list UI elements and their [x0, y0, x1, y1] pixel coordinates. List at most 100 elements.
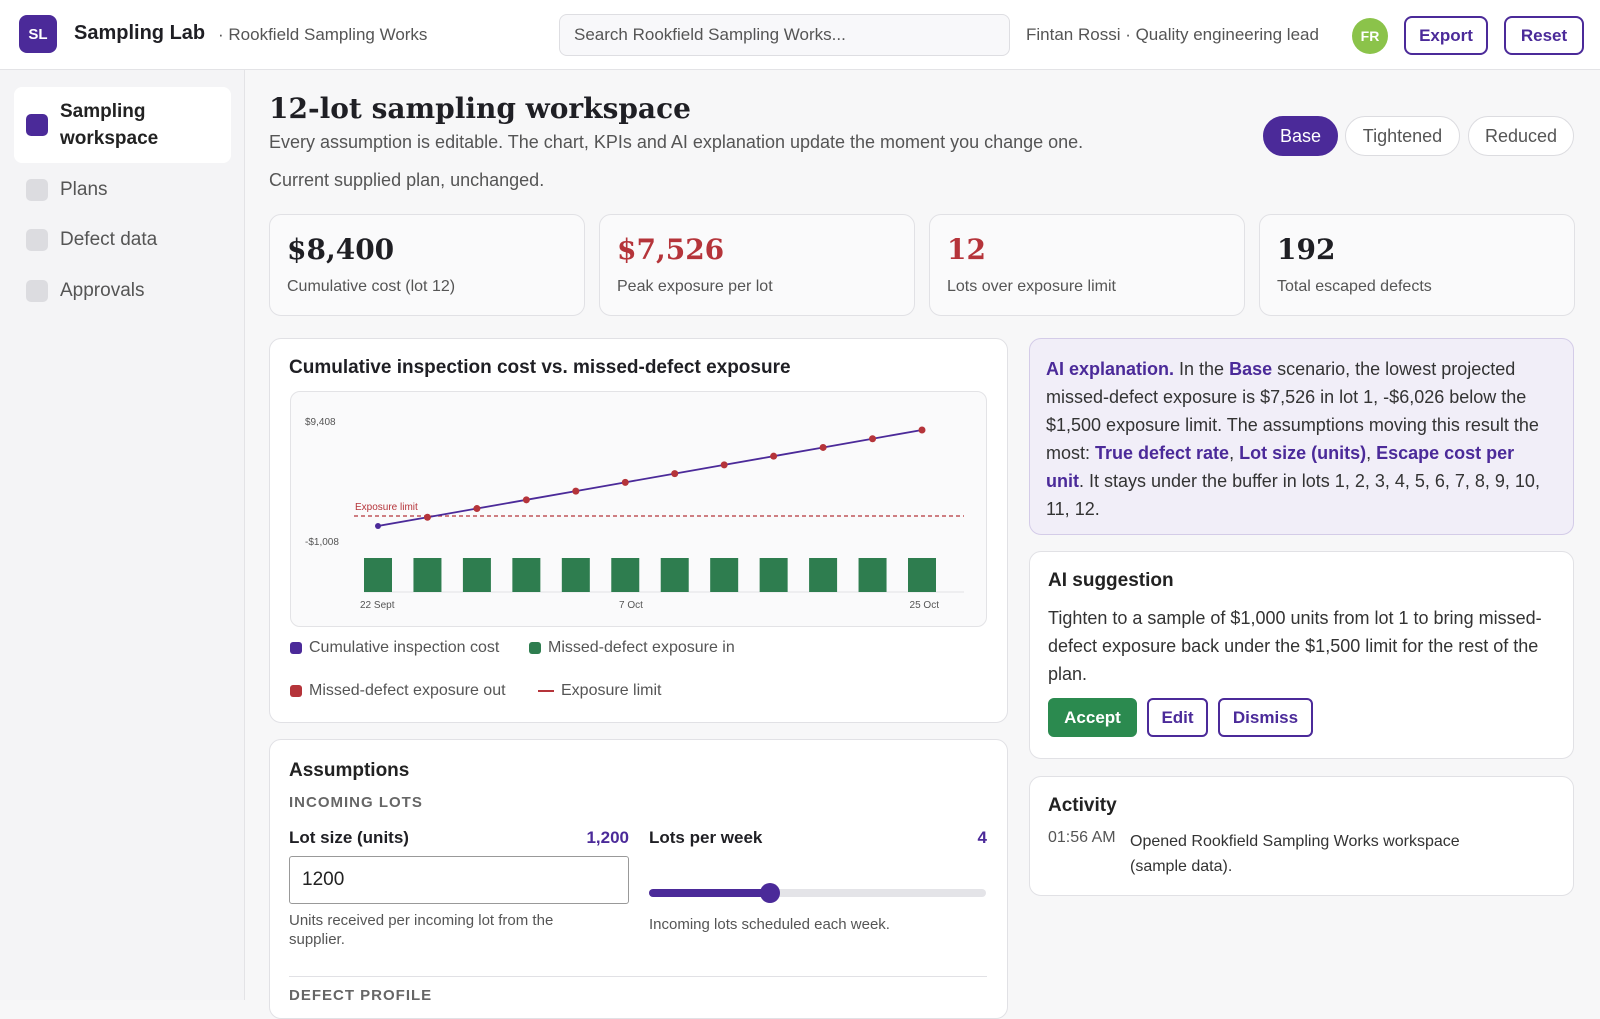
workspace-name: · Rookfield Sampling Works	[218, 25, 428, 44]
section-label: INCOMING LOTS	[289, 794, 423, 811]
assumptions-card: Assumptions INCOMING LOTS Lot size (unit…	[269, 739, 1008, 1019]
y-tick-label: $9,408	[305, 417, 336, 428]
exposure-limit-label: Exposure limit	[355, 502, 418, 513]
exposure-in-bar	[858, 558, 887, 592]
ai-factor: Escape cost per unit	[1046, 443, 1515, 491]
cost-point	[621, 478, 629, 486]
sidebar-item-label: Sampling workspace	[60, 101, 159, 149]
ai-scenario: Base	[1229, 359, 1273, 379]
edit-button[interactable]: Edit	[1147, 698, 1208, 737]
ai-explanation: AI explanation. In the Base scenario, th…	[1029, 338, 1574, 535]
lots-per-week-slider[interactable]	[649, 883, 986, 903]
ai-factor: Lot size (units)	[1239, 443, 1367, 463]
suggestion-text: Tighten to a sample of $1,000 units from…	[1048, 608, 1542, 684]
kpi-label: Peak exposure per lot	[617, 278, 773, 295]
ai-text: scenario, the lowest projected missed-de…	[1046, 359, 1539, 463]
user-name: Fintan Rossi · Quality engineering lead	[1026, 25, 1319, 44]
cost-point	[770, 452, 778, 460]
slider-thumb[interactable]	[760, 883, 781, 903]
ai-text: In the	[1174, 359, 1230, 379]
activity-text: Opened Rookfield Sampling Works workspac…	[1130, 833, 1460, 875]
app-name: Sampling Lab	[74, 22, 206, 44]
section-label: DEFECT PROFILE	[289, 987, 433, 1004]
x-tick-label: 25 Oct	[910, 600, 940, 611]
exposure-in-bar	[611, 558, 640, 592]
ai-text: ,	[1229, 443, 1240, 463]
lots-per-week-help: Incoming lots scheduled each week.	[649, 916, 890, 933]
kpi-label: Total escaped defects	[1277, 278, 1432, 295]
dismiss-button[interactable]: Dismiss	[1218, 698, 1313, 737]
assumptions-title: Assumptions	[289, 760, 410, 781]
divider	[289, 976, 987, 977]
kpi-label: Lots over exposure limit	[947, 278, 1116, 295]
kpi-value: $7,526	[617, 233, 725, 266]
legend-swatch	[290, 642, 302, 654]
scenario-note: Current supplied plan, unchanged.	[269, 170, 545, 190]
sidebar-item-defect-data[interactable]: Defect data	[14, 220, 231, 260]
nav-square-icon	[26, 280, 48, 302]
sidebar-item-plans[interactable]: Plans	[14, 170, 231, 210]
kpi-value: 192	[1277, 233, 1336, 266]
accept-button[interactable]: Accept	[1048, 698, 1137, 737]
suggestion-title: AI suggestion	[1048, 570, 1174, 591]
kpi-value: 12	[947, 233, 986, 266]
exposure-in-bar	[561, 558, 590, 592]
kpi-card-lots-over-limit: 12 Lots over exposure limit	[929, 214, 1245, 316]
legend-swatch	[529, 642, 541, 654]
cost-point	[819, 443, 827, 451]
scenario-tab-base[interactable]: Base	[1263, 116, 1338, 156]
activity-title: Activity	[1048, 795, 1117, 816]
nav-square-icon	[26, 179, 48, 201]
legend-swatch	[538, 690, 554, 692]
lot-size-input[interactable]	[289, 856, 629, 904]
lot-size-value: 1,200	[586, 828, 629, 847]
page-subtitle: Every assumption is editable. The chart,…	[269, 132, 1084, 152]
avatar[interactable]: FR	[1352, 18, 1388, 54]
exposure-in-bar	[759, 558, 788, 592]
cost-point	[522, 496, 530, 504]
cost-point	[375, 523, 381, 529]
ai-text: . It stays under the buffer in lots 1, 2…	[1046, 471, 1540, 519]
legend-label: Exposure limit	[561, 682, 662, 699]
cost-point	[473, 505, 481, 513]
exposure-in-bar	[908, 558, 936, 592]
kpi-card-peak-exposure: $7,526 Peak exposure per lot	[599, 214, 915, 316]
top-bar: SL Sampling Lab · Rookfield Sampling Wor…	[0, 0, 1600, 70]
chart-card: Cumulative inspection cost vs. missed-de…	[269, 338, 1008, 723]
ai-factor: True defect rate	[1095, 443, 1230, 463]
lots-per-week-label: Lots per week	[649, 828, 763, 847]
sidebar: Sampling workspace Plans Defect data App…	[0, 70, 245, 1000]
exposure-in-bar	[413, 558, 442, 592]
cost-point	[423, 513, 431, 521]
slider-fill	[649, 889, 771, 897]
cost-point	[918, 426, 926, 434]
legend-item-exposure-out: Missed-defect exposure out	[290, 682, 506, 700]
sidebar-item-approvals[interactable]: Approvals	[14, 271, 231, 311]
search-input[interactable]	[559, 14, 1010, 56]
sidebar-item-sampling-workspace[interactable]: Sampling workspace	[14, 87, 231, 163]
sidebar-item-label: Defect data	[60, 229, 158, 250]
scenario-tab-reduced[interactable]: Reduced	[1468, 116, 1574, 156]
nav-square-icon	[26, 229, 48, 251]
lot-size-label: Lot size (units)	[289, 828, 409, 847]
reset-button[interactable]: Reset	[1504, 16, 1584, 55]
cost-point	[720, 461, 728, 469]
kpi-label: Cumulative cost (lot 12)	[287, 278, 456, 295]
lot-size-help: Units received per incoming lot from the…	[289, 912, 554, 948]
exposure-in-bar	[809, 558, 838, 592]
ai-suggestion-card: AI suggestion Tighten to a sample of $1,…	[1029, 551, 1574, 759]
activity-time: 01:56 AM	[1048, 829, 1116, 846]
kpi-card-cumulative-cost: $8,400 Cumulative cost (lot 12)	[269, 214, 585, 316]
legend-item-cost: Cumulative inspection cost	[290, 639, 499, 657]
export-button[interactable]: Export	[1404, 16, 1488, 55]
exposure-in-bar	[364, 558, 392, 592]
exposure-in-bar	[462, 558, 491, 592]
chart-svg: $9,408 -$1,008 22 Sept 7 Oct 25 Oct Exposure …	[305, 417, 964, 611]
legend-label: Missed-defect exposure in	[548, 639, 735, 656]
nav-square-icon	[26, 114, 48, 136]
cost-point	[869, 435, 877, 443]
exposure-in-bar	[710, 558, 739, 592]
cost-point	[671, 470, 679, 478]
scenario-tab-tightened[interactable]: Tightened	[1345, 116, 1460, 156]
legend-item-exposure-limit: Exposure limit	[538, 682, 661, 700]
